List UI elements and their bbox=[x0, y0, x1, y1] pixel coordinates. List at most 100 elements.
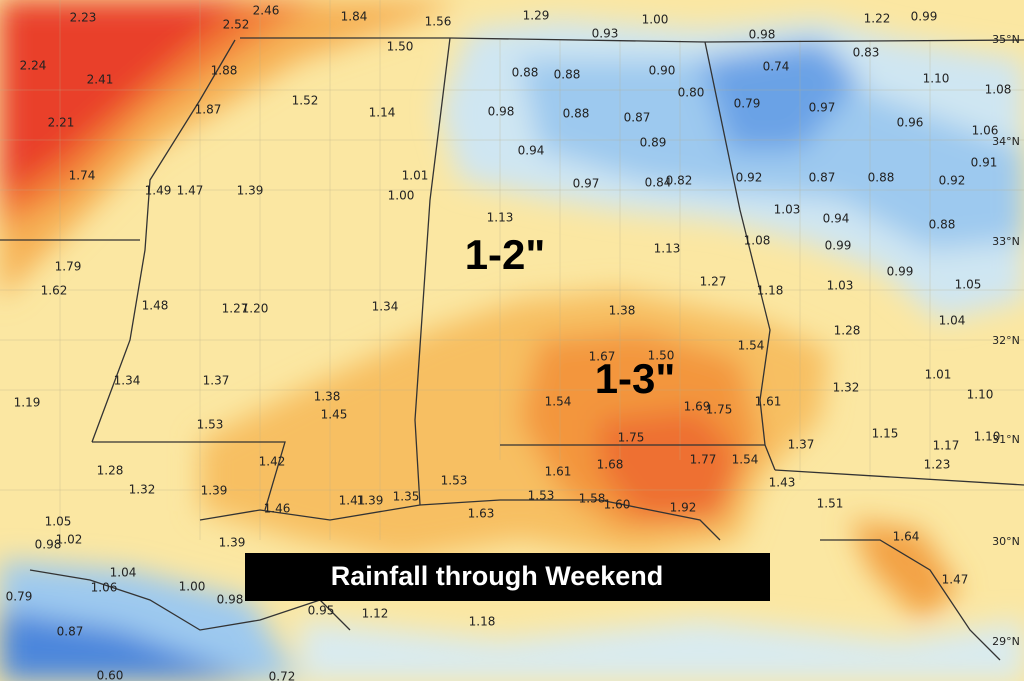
rainfall-value: 1.75 bbox=[706, 403, 733, 417]
rainfall-value: 1.15 bbox=[872, 427, 899, 441]
rainfall-value: 0.96 bbox=[897, 116, 924, 130]
rainfall-value: 0.83 bbox=[853, 46, 880, 60]
rainfall-value: 1.12 bbox=[362, 607, 389, 621]
rainfall-value: 1.92 bbox=[670, 501, 697, 515]
rainfall-value: 1.79 bbox=[55, 260, 82, 274]
rainfall-value: 1.22 bbox=[864, 12, 891, 26]
latitude-label: 29°N bbox=[992, 635, 1020, 648]
rainfall-value: 0.98 bbox=[749, 28, 776, 42]
rainfall-value: 1.00 bbox=[642, 13, 669, 27]
rainfall-value: 1.46 bbox=[264, 502, 291, 516]
rainfall-value: 1.54 bbox=[738, 339, 765, 353]
rainfall-value: 1.52 bbox=[292, 94, 319, 108]
rainfall-value: 1.03 bbox=[827, 279, 854, 293]
rainfall-value: 1.62 bbox=[41, 284, 68, 298]
latitude-label: 31°N bbox=[992, 433, 1020, 446]
rainfall-value: 1.53 bbox=[528, 489, 555, 503]
latitude-label: 35°N bbox=[992, 33, 1020, 46]
rainfall-value: 1.14 bbox=[369, 106, 396, 120]
latitude-label: 30°N bbox=[992, 535, 1020, 548]
rainfall-value: 1.47 bbox=[942, 573, 969, 587]
rainfall-value: 1.27 bbox=[700, 275, 727, 289]
rainfall-value: 1.53 bbox=[197, 418, 224, 432]
rainfall-value: 1.38 bbox=[314, 390, 341, 404]
rainfall-value: 1.23 bbox=[924, 458, 951, 472]
rainfall-value: 1.38 bbox=[609, 304, 636, 318]
rainfall-value: 0.88 bbox=[929, 218, 956, 232]
rainfall-value: 0.95 bbox=[308, 604, 335, 618]
rainfall-value: 1.19 bbox=[14, 396, 41, 410]
rainfall-value: 1.54 bbox=[732, 453, 759, 467]
rainfall-value: 1.77 bbox=[690, 453, 717, 467]
rainfall-value: 0.87 bbox=[624, 111, 651, 125]
rainfall-value: 1.68 bbox=[597, 458, 624, 472]
rainfall-value: 0.84 bbox=[645, 176, 672, 190]
rainfall-value: 0.97 bbox=[573, 177, 600, 191]
rainfall-value: 1.74 bbox=[69, 169, 96, 183]
labels: 2.23 2.522.46 1.84 1.56 1.29 1.00 0.93 1.22 0.99… bbox=[6, 4, 1020, 681]
rainfall-value: 2.41 bbox=[87, 73, 114, 87]
rainfall-value: 1.48 bbox=[142, 299, 169, 313]
rainfall-value: 1.63 bbox=[468, 507, 495, 521]
rainfall-value: 0.88 bbox=[554, 68, 581, 82]
rainfall-value: 2.46 bbox=[253, 4, 280, 18]
rainfall-value: 1.88 bbox=[211, 64, 238, 78]
caption: Rainfall through Weekend bbox=[331, 561, 664, 591]
rainfall-value: 1.00 bbox=[179, 580, 206, 594]
rainfall-value: 1.03 bbox=[774, 203, 801, 217]
rainfall-value: 1.37 bbox=[788, 438, 815, 452]
rainfall-value: 1.39 bbox=[357, 494, 384, 508]
rainfall-value: 0.80 bbox=[678, 86, 705, 100]
rainfall-value: 0.93 bbox=[592, 27, 619, 41]
rainfall-value: 1.61 bbox=[755, 395, 782, 409]
rainfall-value: 2.24 bbox=[20, 59, 47, 73]
rainfall-value: 1.06 bbox=[972, 124, 999, 138]
rainfall-value: 1.84 bbox=[341, 10, 368, 24]
rainfall-value: 1.01 bbox=[925, 368, 952, 382]
rainfall-value: 1.01 bbox=[402, 169, 429, 183]
rainfall-value: 1.39 bbox=[219, 536, 246, 550]
rainfall-value: 2.52 bbox=[223, 18, 250, 32]
rainfall-value: 1.35 bbox=[393, 490, 420, 504]
rainfall-value: 1.10 bbox=[967, 388, 994, 402]
rainfall-value: 1.43 bbox=[769, 476, 796, 490]
rainfall-value: 1.04 bbox=[110, 566, 137, 580]
rainfall-value: 1.50 bbox=[648, 349, 675, 363]
rainfall-value: 0.99 bbox=[911, 10, 938, 24]
rainfall-value: 2.23 bbox=[70, 11, 97, 25]
rainfall-value: 0.88 bbox=[563, 107, 590, 121]
rainfall-value: 1.39 bbox=[237, 184, 264, 198]
rainfall-value: 0.90 bbox=[649, 64, 676, 78]
region-label: 1-2" bbox=[465, 231, 546, 278]
rainfall-value: 0.60 bbox=[97, 669, 124, 681]
rainfall-value: 1.50 bbox=[387, 40, 414, 54]
rainfall-value: 0.89 bbox=[640, 136, 667, 150]
rainfall-value: 1.56 bbox=[425, 15, 452, 29]
rainfall-value: 1.58 bbox=[579, 492, 606, 506]
rainfall-value: 0.98 bbox=[217, 593, 244, 607]
rainfall-value: 0.94 bbox=[823, 212, 850, 226]
rainfall-value: 1.54 bbox=[545, 395, 572, 409]
rainfall-value: 0.74 bbox=[763, 60, 790, 74]
state-borders bbox=[0, 37, 1024, 661]
rainfall-value: 1.37 bbox=[203, 374, 230, 388]
rainfall-value: 1.05 bbox=[45, 515, 72, 529]
rainfall-value: 0.98 bbox=[35, 538, 62, 552]
rainfall-value: 0.79 bbox=[6, 590, 33, 604]
rainfall-value: 1.08 bbox=[744, 234, 771, 248]
rainfall-value: 0.92 bbox=[736, 171, 763, 185]
rainfall-value: 1.34 bbox=[114, 374, 141, 388]
rainfall-value: 1.51 bbox=[817, 497, 844, 511]
rainfall-value: 1.27 bbox=[222, 302, 249, 316]
caption-box bbox=[245, 553, 770, 601]
rainfall-value: 1.29 bbox=[523, 9, 550, 23]
rainfall-value: 1.32 bbox=[833, 381, 860, 395]
rainfall-value: 1.06 bbox=[91, 581, 118, 595]
rainfall-value: 1.13 bbox=[654, 242, 681, 256]
rainfall-value: 1.02 bbox=[56, 533, 83, 547]
latitude-label: 32°N bbox=[992, 334, 1020, 347]
rainfall-value: 1.47 bbox=[177, 184, 204, 198]
rainfall-value: 0.92 bbox=[939, 174, 966, 188]
